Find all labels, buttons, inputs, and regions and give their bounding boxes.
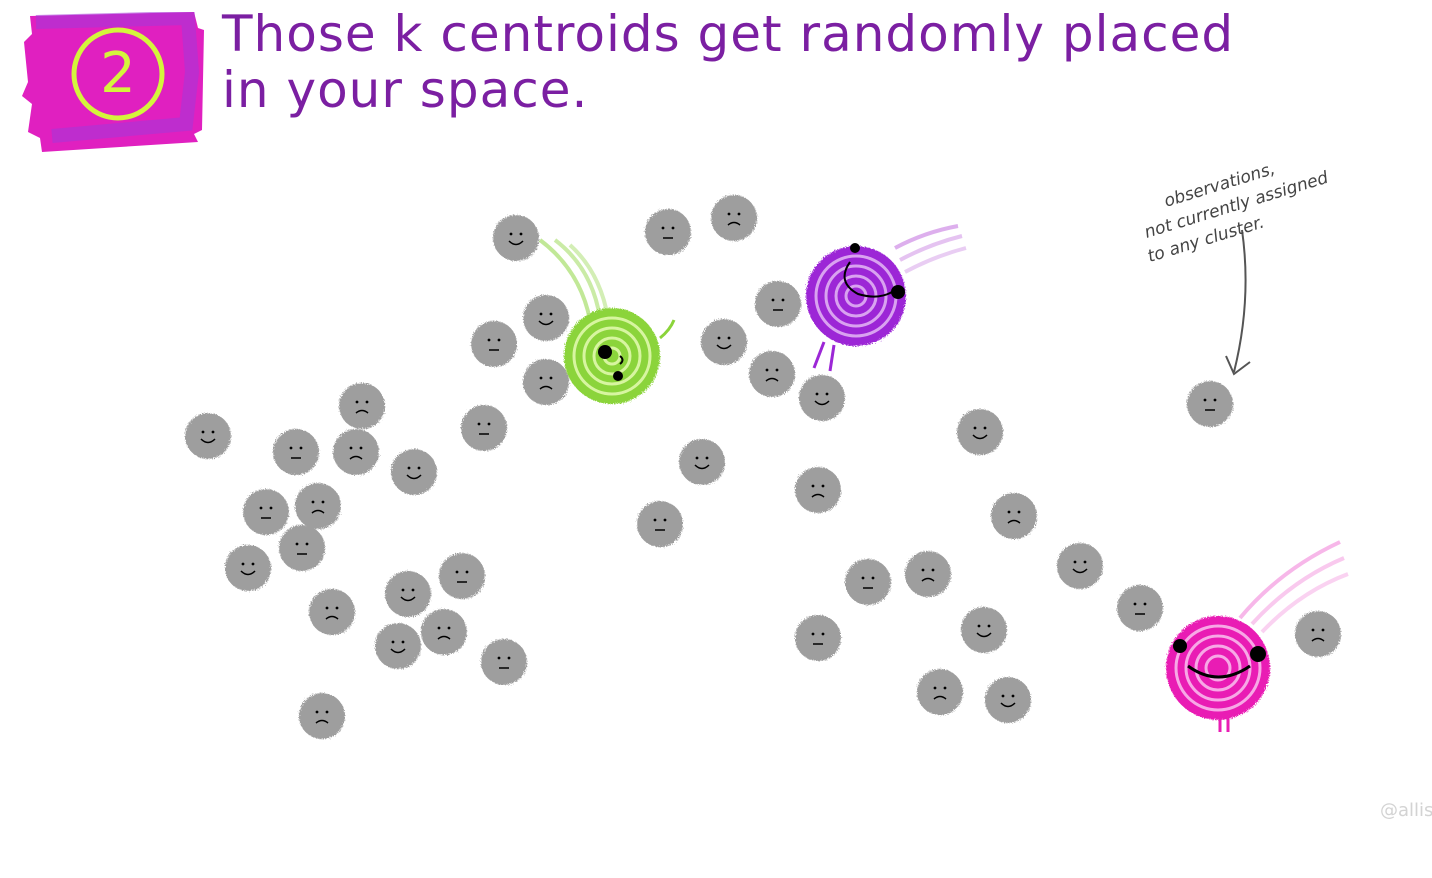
observation-blob	[375, 623, 421, 669]
centroid-purple	[806, 224, 967, 372]
observation-blob	[645, 209, 691, 255]
observation-blob	[985, 677, 1031, 723]
observation-blob	[1295, 611, 1341, 657]
observation-blob	[471, 321, 517, 367]
observation-blob	[637, 501, 683, 547]
observation-blob	[845, 559, 891, 605]
observation-blob	[385, 571, 431, 617]
observation-36	[905, 551, 951, 597]
observation-35	[845, 559, 891, 605]
observation-blob	[339, 383, 385, 429]
observation-40	[985, 677, 1031, 723]
observation-2	[645, 209, 691, 255]
observation-39	[917, 669, 963, 715]
observations-group	[185, 195, 1341, 739]
observation-32	[1187, 381, 1233, 427]
observation-10	[799, 375, 845, 421]
observation-blob	[185, 413, 231, 459]
observation-blob	[523, 359, 569, 405]
observation-23	[439, 553, 485, 599]
observation-29	[637, 501, 683, 547]
observation-blob	[225, 545, 271, 591]
observation-blob	[755, 281, 801, 327]
observation-blob	[905, 551, 951, 597]
observation-blob	[481, 639, 527, 685]
observation-14	[273, 429, 319, 475]
observation-blob	[711, 195, 757, 241]
observation-3	[711, 195, 757, 241]
observation-22	[385, 571, 431, 617]
observation-28	[679, 439, 725, 485]
observation-38	[795, 615, 841, 661]
step-number: 2	[100, 41, 136, 106]
observation-blob	[439, 553, 485, 599]
observation-37	[961, 607, 1007, 653]
step-badge-background	[22, 12, 204, 152]
centroid-green	[538, 238, 676, 404]
observation-24	[421, 609, 467, 655]
observation-8	[755, 281, 801, 327]
observation-blob	[523, 295, 569, 341]
observation-blob	[957, 409, 1003, 455]
step-circle-icon	[71, 27, 165, 121]
observation-blob	[299, 693, 345, 739]
observation-blob	[295, 483, 341, 529]
centroid-pink	[1166, 540, 1349, 732]
observation-blob	[1117, 585, 1163, 631]
observation-blob	[309, 589, 355, 635]
observation-blob	[749, 351, 795, 397]
observation-blob	[1187, 381, 1233, 427]
observation-blob	[461, 405, 507, 451]
observation-7	[701, 319, 747, 365]
observation-blob	[961, 607, 1007, 653]
title-line-2: in your space.	[222, 61, 589, 119]
step-badge: 2	[22, 12, 204, 152]
observation-blob	[1057, 543, 1103, 589]
observation-17	[243, 489, 289, 535]
title-line-1: Those k centroids get randomly placed	[222, 5, 1235, 63]
observation-41	[1117, 585, 1163, 631]
observation-19	[225, 545, 271, 591]
observation-blob	[795, 615, 841, 661]
observation-blob	[391, 449, 437, 495]
observation-blob	[795, 467, 841, 513]
observation-12	[339, 383, 385, 429]
observation-30	[795, 467, 841, 513]
annotation-arrow	[1233, 229, 1247, 373]
observation-blob	[799, 375, 845, 421]
signature: @allis	[1380, 800, 1432, 821]
observation-27	[299, 693, 345, 739]
observation-blob	[917, 669, 963, 715]
observation-blob	[701, 319, 747, 365]
observation-blob	[679, 439, 725, 485]
observation-42	[1295, 611, 1341, 657]
observation-33	[991, 493, 1037, 539]
observation-9	[749, 351, 795, 397]
observation-5	[471, 321, 517, 367]
observation-13	[185, 413, 231, 459]
observation-blob	[991, 493, 1037, 539]
observation-15	[333, 429, 379, 475]
observation-blob	[493, 215, 539, 261]
observation-blob	[279, 525, 325, 571]
observation-11	[461, 405, 507, 451]
observation-20	[279, 525, 325, 571]
observation-blob	[243, 489, 289, 535]
observation-31	[957, 409, 1003, 455]
observation-blob	[333, 429, 379, 475]
page-title: Those k centroids get randomly placed in…	[222, 6, 1234, 118]
observation-blob	[273, 429, 319, 475]
observation-1	[493, 215, 539, 261]
observation-4	[523, 295, 569, 341]
arrow-head-icon	[1225, 355, 1251, 376]
observation-34	[1057, 543, 1103, 589]
observation-6	[523, 359, 569, 405]
observation-26	[481, 639, 527, 685]
observation-16	[391, 449, 437, 495]
observation-blob	[421, 609, 467, 655]
observation-18	[295, 483, 341, 529]
observation-25	[375, 623, 421, 669]
observation-21	[309, 589, 355, 635]
